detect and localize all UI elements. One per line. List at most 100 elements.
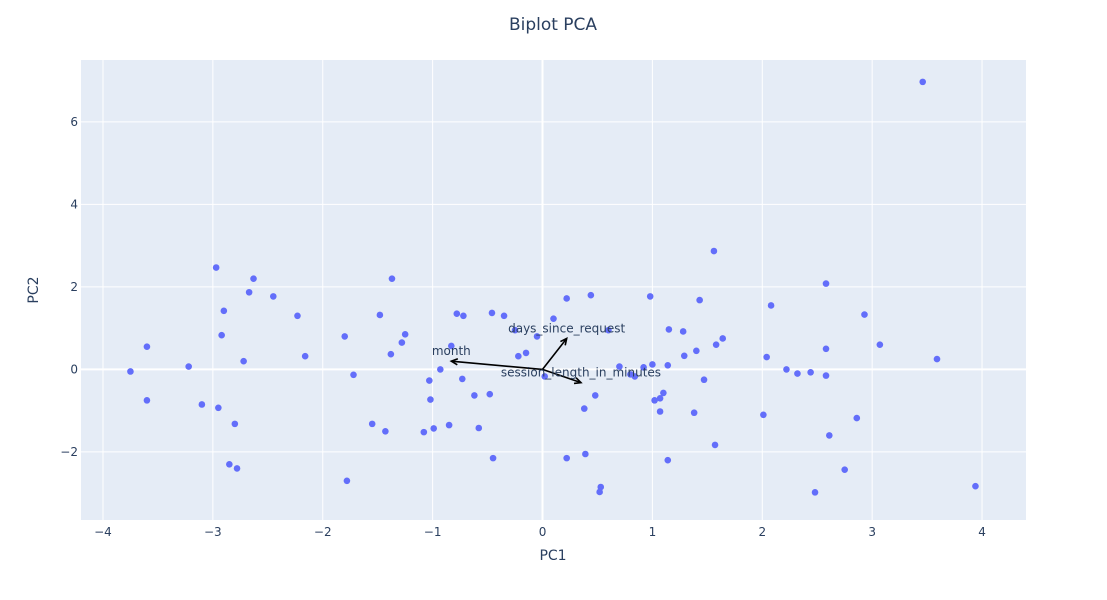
data-point[interactable]: [489, 454, 497, 462]
data-point[interactable]: [387, 350, 395, 358]
data-point[interactable]: [426, 377, 433, 384]
data-point[interactable]: [458, 375, 466, 383]
data-point[interactable]: [665, 326, 673, 333]
data-point[interactable]: [853, 414, 861, 422]
data-point[interactable]: [651, 397, 658, 404]
data-point[interactable]: [680, 352, 688, 360]
data-point[interactable]: [269, 293, 277, 300]
data-point[interactable]: [563, 454, 570, 462]
data-point[interactable]: [646, 293, 654, 300]
data-point[interactable]: [712, 341, 720, 348]
data-point[interactable]: [453, 310, 461, 318]
data-point[interactable]: [656, 408, 664, 415]
data-point[interactable]: [794, 370, 801, 377]
data-point[interactable]: [616, 363, 623, 370]
data-point[interactable]: [343, 477, 351, 485]
data-point[interactable]: [767, 302, 775, 309]
data-point[interactable]: [710, 247, 718, 255]
data-point[interactable]: [711, 441, 719, 449]
data-point[interactable]: [350, 371, 357, 379]
data-point[interactable]: [533, 333, 541, 340]
data-point[interactable]: [596, 488, 603, 496]
data-point[interactable]: [631, 373, 639, 380]
data-point[interactable]: [341, 333, 349, 340]
data-point[interactable]: [582, 450, 589, 458]
data-point[interactable]: [401, 331, 409, 338]
data-point[interactable]: [763, 353, 770, 361]
data-point[interactable]: [486, 390, 494, 398]
data-point[interactable]: [563, 295, 570, 302]
loading-label: days_since_request: [508, 321, 625, 335]
data-point[interactable]: [580, 405, 588, 412]
data-point[interactable]: [587, 291, 595, 299]
data-point[interactable]: [605, 326, 612, 334]
data-point[interactable]: [185, 363, 192, 370]
data-point[interactable]: [445, 421, 453, 429]
data-point[interactable]: [500, 312, 508, 320]
data-point[interactable]: [220, 307, 228, 315]
data-point[interactable]: [522, 349, 530, 357]
data-point[interactable]: [475, 424, 483, 432]
data-point[interactable]: [664, 361, 672, 369]
data-point[interactable]: [822, 372, 830, 379]
data-point[interactable]: [919, 78, 927, 86]
data-point[interactable]: [664, 456, 672, 464]
data-point[interactable]: [822, 345, 830, 353]
data-point[interactable]: [690, 409, 698, 417]
data-point[interactable]: [471, 392, 478, 399]
data-point[interactable]: [693, 347, 700, 355]
data-point[interactable]: [382, 428, 389, 435]
data-point[interactable]: [515, 352, 522, 360]
data-point[interactable]: [841, 466, 848, 473]
data-point[interactable]: [679, 328, 687, 335]
data-point[interactable]: [597, 483, 605, 491]
data-point[interactable]: [388, 275, 396, 282]
data-point[interactable]: [811, 489, 819, 496]
data-point[interactable]: [660, 389, 667, 397]
data-point[interactable]: [591, 392, 599, 399]
data-point[interactable]: [861, 311, 868, 318]
data-point[interactable]: [231, 420, 239, 428]
data-point[interactable]: [294, 312, 301, 320]
data-point[interactable]: [198, 401, 206, 408]
data-point[interactable]: [656, 394, 664, 402]
data-point[interactable]: [212, 264, 220, 271]
data-point[interactable]: [143, 397, 151, 404]
data-point[interactable]: [127, 368, 134, 375]
data-point[interactable]: [933, 355, 941, 363]
data-point[interactable]: [437, 366, 444, 373]
data-point[interactable]: [700, 376, 708, 384]
data-point[interactable]: [719, 335, 727, 342]
data-point[interactable]: [640, 364, 647, 371]
data-point[interactable]: [240, 357, 247, 365]
data-point[interactable]: [420, 428, 428, 436]
data-point[interactable]: [215, 404, 222, 412]
data-point[interactable]: [233, 465, 241, 472]
data-point[interactable]: [250, 275, 257, 282]
data-point[interactable]: [430, 425, 438, 432]
data-point[interactable]: [550, 315, 557, 322]
data-point[interactable]: [783, 366, 790, 373]
data-point[interactable]: [541, 373, 549, 380]
data-point[interactable]: [143, 343, 151, 351]
data-point[interactable]: [876, 341, 884, 348]
data-point[interactable]: [760, 411, 767, 419]
data-point[interactable]: [511, 326, 519, 334]
data-point[interactable]: [822, 280, 830, 287]
data-point[interactable]: [368, 420, 376, 428]
data-point[interactable]: [807, 369, 814, 376]
data-point[interactable]: [448, 342, 455, 350]
data-point[interactable]: [649, 361, 656, 368]
data-point[interactable]: [427, 396, 434, 403]
data-point[interactable]: [301, 352, 309, 360]
data-point[interactable]: [696, 296, 703, 304]
data-point[interactable]: [376, 311, 384, 319]
data-point[interactable]: [226, 461, 233, 468]
data-point[interactable]: [218, 331, 225, 339]
data-point[interactable]: [488, 309, 496, 317]
data-point[interactable]: [460, 312, 467, 320]
data-point[interactable]: [826, 432, 833, 439]
data-point[interactable]: [245, 288, 253, 296]
data-point[interactable]: [972, 482, 979, 490]
data-point[interactable]: [398, 339, 406, 346]
